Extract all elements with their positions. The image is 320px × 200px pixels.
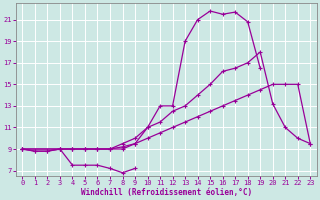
X-axis label: Windchill (Refroidissement éolien,°C): Windchill (Refroidissement éolien,°C) (81, 188, 252, 197)
